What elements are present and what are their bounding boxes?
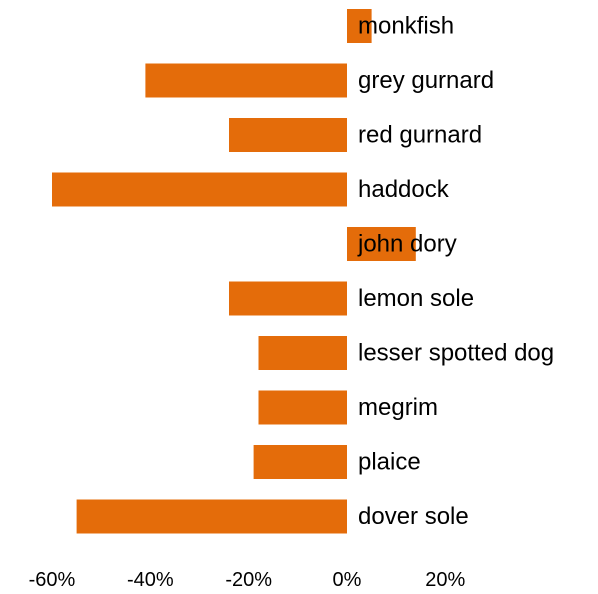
x-tick-label: -60% (29, 569, 76, 591)
category-label-john-dory: john dory (357, 231, 457, 258)
bar-haddock (52, 172, 347, 207)
category-label-red-gurnard: red gurnard (358, 122, 482, 149)
x-tick-label: 0% (333, 569, 362, 591)
category-label-lesser-spotted-dog: lesser spotted dog (358, 340, 554, 367)
bar-dover-sole (76, 499, 347, 534)
bar-grey-gurnard (145, 63, 347, 98)
category-label-grey-gurnard: grey gurnard (358, 67, 494, 94)
bar-lemon-sole (229, 281, 347, 316)
bar-lesser-spotted-dog (258, 336, 347, 370)
bar-plaice (253, 445, 347, 479)
x-tick-label: -40% (127, 569, 174, 591)
bar-monkfish (347, 9, 372, 43)
category-label-dover-sole: dover sole (358, 503, 469, 530)
bar-red-gurnard (229, 118, 347, 152)
bar-megrim (258, 390, 347, 425)
category-label-haddock: haddock (358, 176, 450, 203)
bar-john-dory (347, 227, 416, 261)
category-label-megrim: megrim (358, 394, 438, 421)
category-label-monkfish: monkfish (358, 13, 454, 40)
category-label-plaice: plaice (358, 449, 421, 476)
category-label-lemon-sole: lemon sole (358, 285, 474, 312)
x-tick-label: -20% (225, 569, 272, 591)
x-tick-label: 20% (425, 569, 465, 591)
